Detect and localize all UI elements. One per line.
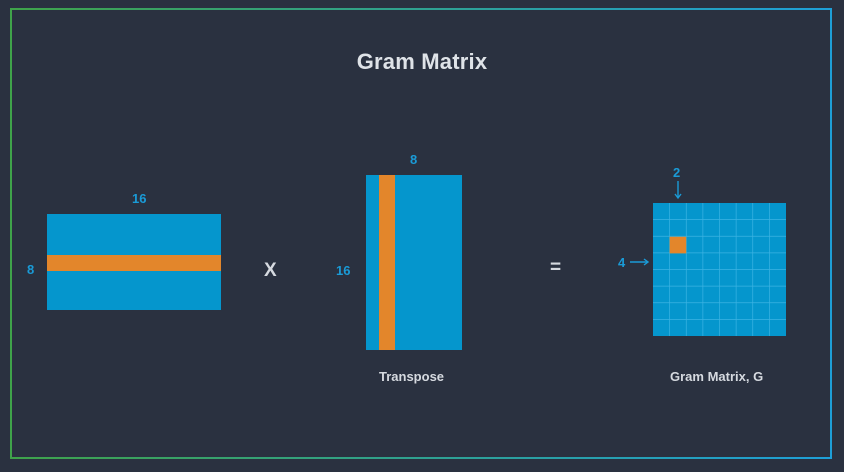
transpose-column-highlight <box>379 175 395 350</box>
gram-highlight-cell <box>669 236 687 254</box>
arrow-down-icon <box>674 181 682 200</box>
transpose-caption: Transpose <box>379 369 445 384</box>
gram-row-label: 4 <box>618 255 626 270</box>
equals-operator: = <box>550 257 562 278</box>
gram-column-label: 2 <box>673 165 681 180</box>
page-title: Gram Matrix <box>356 49 488 74</box>
gram-caption: Gram Matrix, G <box>670 369 764 384</box>
gram-matrix-grid <box>653 203 786 336</box>
transpose-matrix <box>366 175 462 350</box>
arrow-right-icon <box>630 258 650 266</box>
transpose-height-label: 16 <box>336 263 351 278</box>
left-matrix-row-highlight <box>47 255 221 271</box>
left-matrix-height-label: 8 <box>27 262 35 277</box>
left-matrix <box>47 214 221 310</box>
transpose-width-label: 8 <box>410 152 418 167</box>
left-matrix-width-label: 16 <box>132 191 147 206</box>
multiply-operator: X <box>264 260 277 281</box>
